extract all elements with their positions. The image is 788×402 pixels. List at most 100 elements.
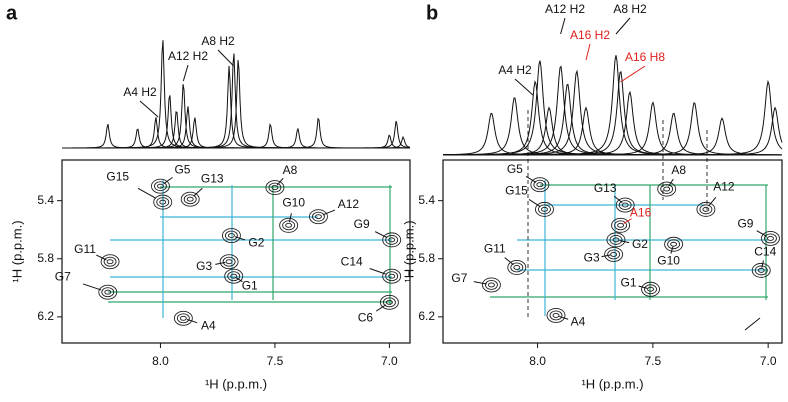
contour bbox=[100, 254, 120, 270]
contour bbox=[641, 281, 661, 297]
contour bbox=[271, 185, 279, 191]
contour bbox=[530, 177, 550, 193]
walk-lines-b bbox=[490, 110, 768, 320]
panel-letter: b bbox=[426, 2, 438, 24]
contour bbox=[153, 194, 173, 210]
peak-leader bbox=[623, 218, 632, 224]
spectrum-peak bbox=[62, 128, 410, 149]
contour bbox=[552, 312, 560, 318]
spectrum-arrow bbox=[560, 17, 566, 35]
spectrum-label: A8 H2 bbox=[613, 2, 647, 16]
peak-label: G7 bbox=[55, 269, 71, 283]
peak-leader bbox=[613, 195, 623, 204]
spectrum-arrow bbox=[585, 43, 591, 61]
cross-peak bbox=[507, 260, 527, 275]
contour bbox=[610, 251, 618, 257]
contour bbox=[541, 206, 548, 212]
x-axis-label: ¹H (p.p.m.) bbox=[581, 376, 643, 391]
peak-leader bbox=[473, 281, 487, 285]
x-tick-label: 8.0 bbox=[152, 354, 169, 368]
cross-peak bbox=[150, 178, 170, 194]
contour bbox=[761, 230, 780, 246]
y-tick-label: 5.4 bbox=[418, 193, 435, 207]
x-axis-label: ¹H (p.p.m.) bbox=[205, 376, 267, 391]
contour bbox=[615, 197, 635, 213]
spectrum-peak bbox=[62, 122, 410, 149]
cross-peak bbox=[481, 277, 501, 293]
peak-label: G2 bbox=[248, 236, 264, 250]
peak-leader bbox=[215, 261, 226, 265]
walk-lines-a bbox=[108, 180, 392, 318]
spectrum-label: A8 H2 bbox=[201, 34, 235, 48]
contour bbox=[538, 204, 551, 215]
cross-peak bbox=[546, 307, 566, 323]
contour bbox=[385, 299, 393, 305]
peak-label: G5 bbox=[174, 162, 190, 176]
y-tick-label: 6.2 bbox=[37, 309, 54, 323]
contour bbox=[379, 294, 399, 310]
peak-leader bbox=[619, 240, 630, 244]
spectrum-label: A12 H2 bbox=[168, 49, 208, 63]
cross-peak bbox=[606, 232, 626, 248]
cross-peak bbox=[761, 230, 780, 246]
contour bbox=[696, 201, 716, 217]
contour bbox=[153, 181, 167, 192]
peak-label: A12 bbox=[713, 180, 735, 194]
y-axis-label: ¹H (p.p.m.) bbox=[9, 220, 24, 282]
peak-label: A4 bbox=[201, 318, 216, 332]
peak-leader bbox=[559, 315, 569, 320]
contour bbox=[227, 233, 235, 238]
cross-peak bbox=[641, 281, 661, 297]
contour bbox=[222, 256, 236, 267]
contour bbox=[150, 178, 170, 194]
contour bbox=[618, 200, 632, 210]
contour bbox=[606, 232, 626, 248]
spectrum-arrow bbox=[217, 49, 235, 67]
peak-leader bbox=[375, 304, 387, 312]
peak-leader bbox=[761, 260, 764, 268]
contour bbox=[382, 297, 396, 308]
peak-leader bbox=[601, 254, 611, 258]
peak-leader bbox=[525, 176, 537, 183]
peak-label: C6 bbox=[358, 311, 374, 325]
contour bbox=[754, 265, 768, 276]
contour bbox=[533, 179, 547, 190]
peak-label: G11 bbox=[74, 242, 96, 256]
peak-leader bbox=[288, 213, 292, 223]
contour bbox=[224, 230, 238, 241]
spectrum-peak bbox=[62, 40, 410, 149]
contour bbox=[481, 277, 501, 293]
y-axis-label: ¹H (p.p.m.) bbox=[401, 220, 416, 282]
spectrum-peak bbox=[443, 71, 782, 156]
contour bbox=[667, 239, 681, 250]
peak-leader bbox=[374, 231, 388, 239]
cross-peak bbox=[382, 232, 402, 248]
contour bbox=[186, 196, 194, 202]
spectrum-peak bbox=[62, 117, 410, 149]
peak-label: G11 bbox=[484, 242, 506, 256]
cross-peak bbox=[219, 254, 239, 270]
spectrum-label: A4 H2 bbox=[123, 85, 157, 99]
x-tick-label: 8.0 bbox=[529, 354, 546, 368]
contour bbox=[612, 237, 620, 243]
peak-label: G1 bbox=[242, 278, 258, 292]
contour bbox=[702, 206, 710, 212]
spectrum-peak bbox=[62, 117, 410, 149]
contour bbox=[510, 262, 524, 273]
contour bbox=[176, 313, 190, 324]
cross-peak bbox=[221, 228, 241, 243]
peak-label: A8 bbox=[671, 163, 686, 177]
spectrum-peak bbox=[443, 55, 782, 156]
contour bbox=[227, 271, 241, 282]
spectrum-arrow bbox=[620, 65, 646, 83]
cross-peak bbox=[611, 217, 631, 233]
cross-peak bbox=[379, 294, 399, 310]
y-tick-label: 5.8 bbox=[418, 251, 435, 265]
contour bbox=[314, 214, 322, 220]
spectrum-peak bbox=[62, 123, 410, 149]
contour bbox=[767, 235, 774, 241]
contour bbox=[219, 254, 239, 270]
peak-label: G1 bbox=[621, 275, 637, 289]
peak-label: G10 bbox=[282, 196, 305, 210]
